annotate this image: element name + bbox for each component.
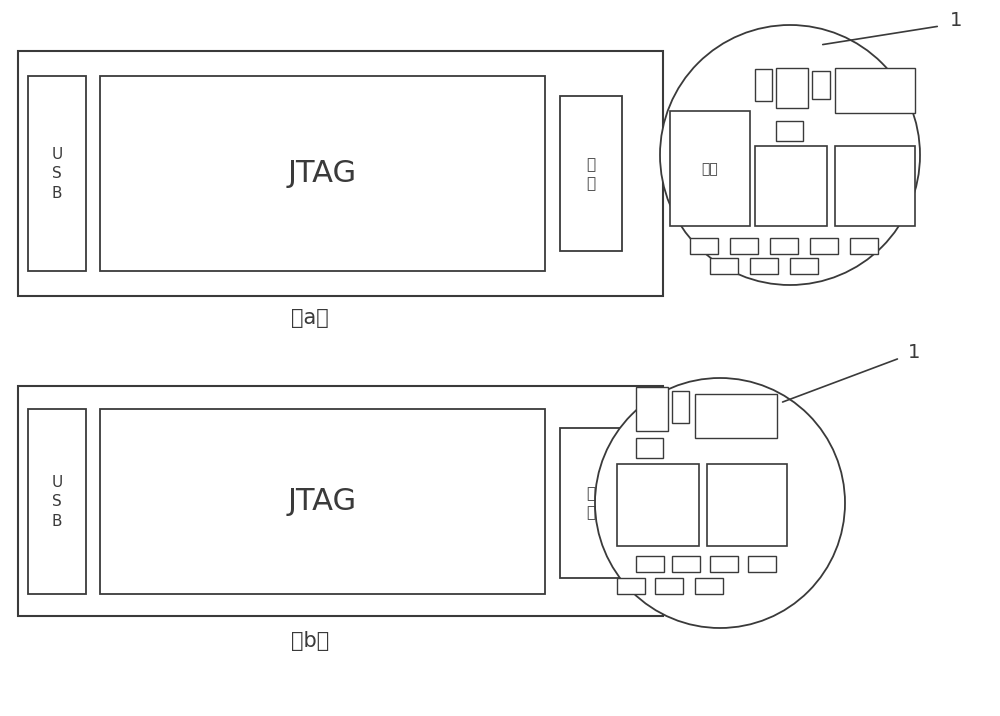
Bar	[655, 578, 683, 594]
Bar	[695, 394, 777, 438]
Bar	[560, 96, 622, 251]
Text: U
S
B: U S B	[51, 147, 63, 201]
Bar	[770, 238, 798, 254]
Circle shape	[660, 25, 920, 285]
Bar	[690, 238, 718, 254]
Bar	[18, 386, 663, 616]
Bar	[850, 238, 878, 254]
Bar	[810, 238, 838, 254]
Text: JTAG: JTAG	[287, 160, 357, 188]
Bar	[750, 258, 778, 274]
Bar	[755, 146, 827, 226]
Bar	[755, 69, 772, 101]
Bar	[672, 556, 700, 572]
Bar	[710, 556, 738, 572]
Bar	[18, 51, 663, 296]
Bar	[28, 76, 86, 271]
Bar	[835, 68, 915, 113]
Bar	[636, 438, 663, 458]
Text: 插头: 插头	[702, 162, 718, 176]
Bar	[100, 76, 545, 271]
Text: 插
座: 插 座	[586, 158, 596, 190]
Bar	[707, 464, 787, 546]
Text: U
S
B: U S B	[51, 475, 63, 529]
Bar	[28, 409, 86, 594]
Text: 1: 1	[950, 11, 962, 31]
Text: （b）: （b）	[291, 631, 329, 651]
Bar	[776, 121, 803, 141]
Bar	[560, 428, 622, 578]
Text: 插
座: 插 座	[586, 486, 596, 520]
Bar	[748, 556, 776, 572]
Bar	[776, 68, 808, 108]
Bar	[617, 464, 699, 546]
Bar	[790, 258, 818, 274]
Bar	[812, 71, 830, 99]
Text: JTAG: JTAG	[287, 488, 357, 516]
Text: （a）: （a）	[291, 308, 329, 328]
Bar	[670, 111, 750, 226]
Bar	[710, 258, 738, 274]
Text: 1: 1	[908, 342, 920, 362]
Circle shape	[595, 378, 845, 628]
Bar	[100, 409, 545, 594]
Bar	[636, 556, 664, 572]
Bar	[672, 391, 689, 423]
Bar	[730, 238, 758, 254]
Bar	[636, 387, 668, 431]
Bar	[617, 578, 645, 594]
Bar	[835, 146, 915, 226]
Bar	[695, 578, 723, 594]
